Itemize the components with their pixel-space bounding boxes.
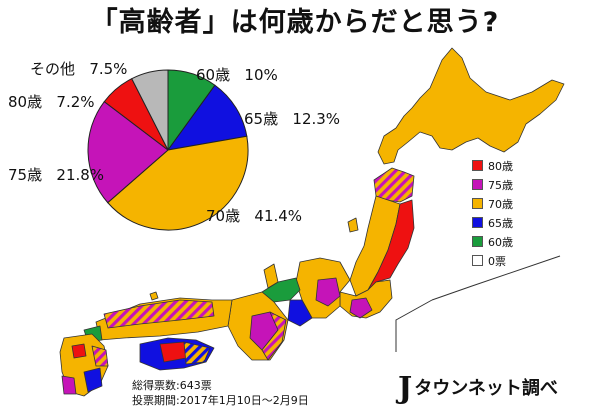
map-region-chubu-magenta [315, 277, 341, 307]
map-region-shikoku-red [159, 341, 187, 363]
map-region-noto [263, 263, 279, 289]
legend-swatch [472, 179, 483, 190]
pie-slice-3 [87, 100, 169, 204]
map-region-chugoku-striped [103, 299, 215, 329]
pie-slice-5 [131, 69, 169, 151]
legend-item-80: 80歳 [472, 156, 513, 175]
japan-map [59, 47, 565, 397]
map-region-sado [347, 217, 359, 233]
label-70: 70歳 41.4% [206, 207, 303, 225]
pie-slice-1 [166, 84, 248, 151]
total-votes: 総得票数:643票 [132, 379, 212, 392]
logo-j: J [398, 371, 413, 406]
label-60: 60歳 10% [196, 66, 278, 84]
map-region-kinki-striped [261, 311, 287, 361]
map-region-kyushu-striped [91, 345, 109, 367]
map-region-shikoku-striped [183, 341, 211, 365]
logo-text: タウンネット調べ [414, 378, 558, 399]
label-80: 80歳 7.2% [8, 93, 95, 111]
label-other: その他 7.5% [30, 60, 128, 78]
legend-swatch [472, 236, 483, 247]
legend: 80歳 75歳 70歳 65歳 60歳 0票 [472, 156, 513, 270]
voting-period: 投票期間:2017年1月10日〜2月9日 [132, 394, 309, 407]
map-region-kyushu-red [71, 343, 87, 359]
inset-frame [395, 255, 561, 352]
legend-item-60: 60歳 [472, 232, 513, 251]
legend-item-65: 65歳 [472, 213, 513, 232]
legend-item-70: 70歳 [472, 194, 513, 213]
map-region-kyushu-magenta [61, 375, 77, 395]
legend-item-75: 75歳 [472, 175, 513, 194]
legend-swatch [472, 198, 483, 209]
legend-swatch [472, 160, 483, 171]
map-region-hokkaido [377, 47, 565, 165]
legend-swatch [472, 217, 483, 228]
map-region-tohoku-east [367, 199, 415, 291]
legend-item-0: 0票 [472, 251, 513, 270]
legend-swatch [472, 255, 483, 266]
label-75: 75歳 21.8% [8, 166, 105, 184]
map-region-oki [149, 291, 159, 301]
footer-meta: 総得票数:643票 投票期間:2017年1月10日〜2月9日 [132, 378, 309, 408]
map-region-tokai-blue [287, 299, 313, 327]
map-region-kanto-magenta [349, 297, 373, 319]
logo: J タウンネット調べ [398, 371, 558, 406]
chart-title: 「高齢者」は何歳からだと思う? [90, 7, 500, 38]
map-region-aomori [373, 167, 415, 203]
label-65: 65歳 12.3% [244, 110, 341, 128]
pie-slice-2 [107, 135, 249, 231]
pie-chart [87, 69, 249, 231]
map-region-kyushu-blue [83, 367, 103, 393]
